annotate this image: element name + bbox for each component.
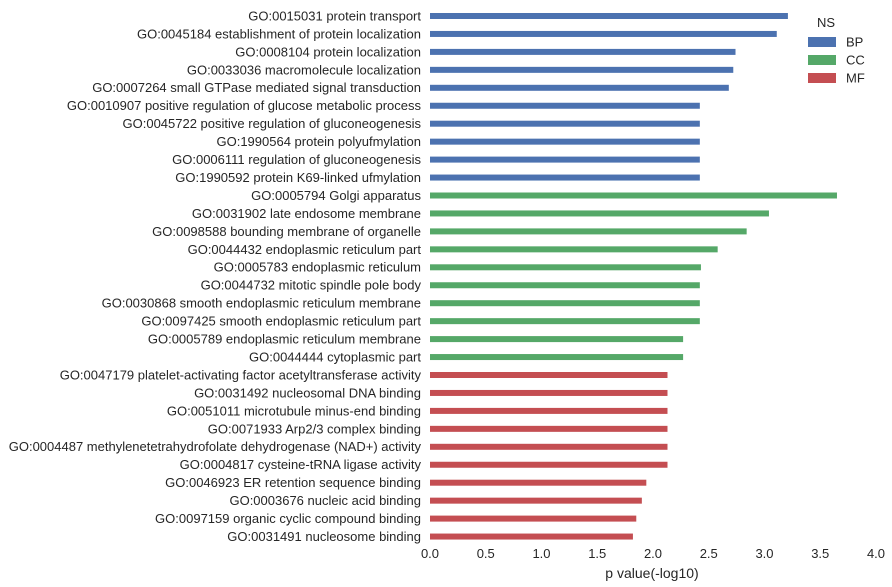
legend-entries: BP CC MF	[808, 34, 865, 85]
legend-swatch-mf	[808, 73, 836, 83]
category-label: GO:0098588 bounding membrane of organell…	[152, 224, 421, 239]
bar-1	[430, 13, 788, 19]
x-tick-label: 0.0	[421, 546, 439, 561]
legend-title: NS	[817, 15, 835, 30]
bar-9	[430, 156, 700, 163]
category-label: GO:0047179 platelet-activating factor ac…	[60, 367, 422, 382]
legend-label-bp: BP	[846, 34, 863, 49]
category-label: GO:0030868 smooth endoplasmic reticulum …	[102, 296, 421, 311]
legend-label-cc: CC	[846, 52, 865, 67]
category-label: GO:0097425 smooth endoplasmic reticulum …	[141, 314, 421, 329]
bar-12	[430, 210, 769, 217]
category-label: GO:0010907 positive regulation of glucos…	[67, 98, 422, 113]
bar-17	[430, 300, 700, 307]
category-label: GO:0003676 nucleic acid binding	[229, 493, 421, 508]
bar-21	[430, 372, 668, 378]
bar-7	[430, 120, 700, 127]
bar-5	[430, 84, 729, 91]
bar-2	[430, 30, 777, 37]
x-tick-label: 3.0	[755, 546, 773, 561]
bar-3	[430, 48, 736, 55]
category-label: GO:0051011 microtubule minus-end binding	[167, 403, 421, 418]
x-tick-labels-group: 0.0 0.5 1.0 1.5 2.0 2.5 3.0 3.5 4.0	[421, 546, 885, 561]
bar-6	[430, 102, 700, 109]
x-tick-label: 0.5	[477, 546, 495, 561]
category-label: GO:0005789 endoplasmic reticulum membran…	[148, 332, 421, 347]
legend-swatch-cc	[808, 55, 836, 65]
x-axis-label: p value(-log10)	[605, 565, 698, 581]
bar-18	[430, 318, 700, 325]
x-tick-label: 2.0	[644, 546, 662, 561]
bar-16	[430, 282, 700, 289]
bar-30	[430, 533, 633, 540]
bar-28	[430, 497, 642, 504]
category-label: GO:0046923 ER retention sequence binding	[165, 475, 421, 490]
category-label: GO:0015031 protein transport	[248, 8, 421, 23]
x-tick-label: 4.0	[867, 546, 885, 561]
bar-20	[430, 354, 684, 361]
legend: NS BP CC MF	[808, 15, 865, 85]
category-label: GO:0005783 endoplasmic reticulum	[214, 260, 421, 275]
category-label: GO:0044732 mitotic spindle pole body	[201, 278, 422, 293]
bar-27	[430, 479, 647, 486]
category-label: GO:0031491 nucleosome binding	[227, 529, 421, 544]
category-label: GO:0004487 methylenetetrahydrofolate deh…	[9, 439, 422, 454]
category-label: GO:0044432 endoplasmic reticulum part	[188, 242, 422, 257]
category-label: GO:0097159 organic cyclic compound bindi…	[155, 511, 421, 526]
category-label: GO:1990564 protein polyufmylation	[216, 134, 421, 149]
category-label: GO:0031902 late endosome membrane	[192, 206, 421, 221]
category-label: GO:0005794 Golgi apparatus	[251, 188, 421, 203]
category-label: GO:0031492 nucleosomal DNA binding	[194, 385, 421, 400]
bar-25	[430, 443, 668, 450]
bar-26	[430, 461, 668, 468]
category-label: GO:0033036 macromolecule localization	[187, 62, 421, 77]
category-label: GO:0071933 Arp2/3 complex binding	[208, 421, 421, 436]
category-label: GO:1990592 protein K69-linked ufmylation	[175, 170, 421, 185]
category-label: GO:0045722 positive regulation of glucon…	[123, 116, 422, 131]
bar-4	[430, 66, 734, 73]
bar-15	[430, 264, 701, 271]
category-labels-group: GO:0015031 protein transport GO:0045184 e…	[9, 8, 422, 544]
category-label: GO:0004817 cysteine-tRNA ligase activity	[180, 457, 422, 472]
category-label: GO:0006111 regulation of gluconeogenesis	[172, 152, 421, 167]
x-tick-label: 2.5	[700, 546, 718, 561]
bar-14	[430, 246, 718, 253]
category-label: GO:0008104 protein localization	[235, 44, 421, 59]
x-tick-label: 3.5	[811, 546, 829, 561]
bar-11	[430, 192, 837, 199]
bars-group	[430, 13, 837, 540]
bar-22	[430, 389, 668, 396]
bar-10	[430, 174, 700, 181]
category-label: GO:0044444 cytoplasmic part	[249, 349, 421, 364]
bar-13	[430, 228, 747, 235]
bar-19	[430, 336, 684, 343]
bar-8	[430, 138, 700, 145]
legend-label-mf: MF	[846, 70, 865, 85]
x-tick-label: 1.0	[532, 546, 550, 561]
bar-24	[430, 425, 668, 432]
bar-29	[430, 515, 637, 522]
x-tick-label: 1.5	[588, 546, 606, 561]
category-label: GO:0045184 establishment of protein loca…	[137, 26, 421, 41]
bar-23	[430, 407, 668, 414]
category-label: GO:0007264 small GTPase mediated signal …	[92, 80, 421, 95]
legend-swatch-bp	[808, 37, 836, 47]
